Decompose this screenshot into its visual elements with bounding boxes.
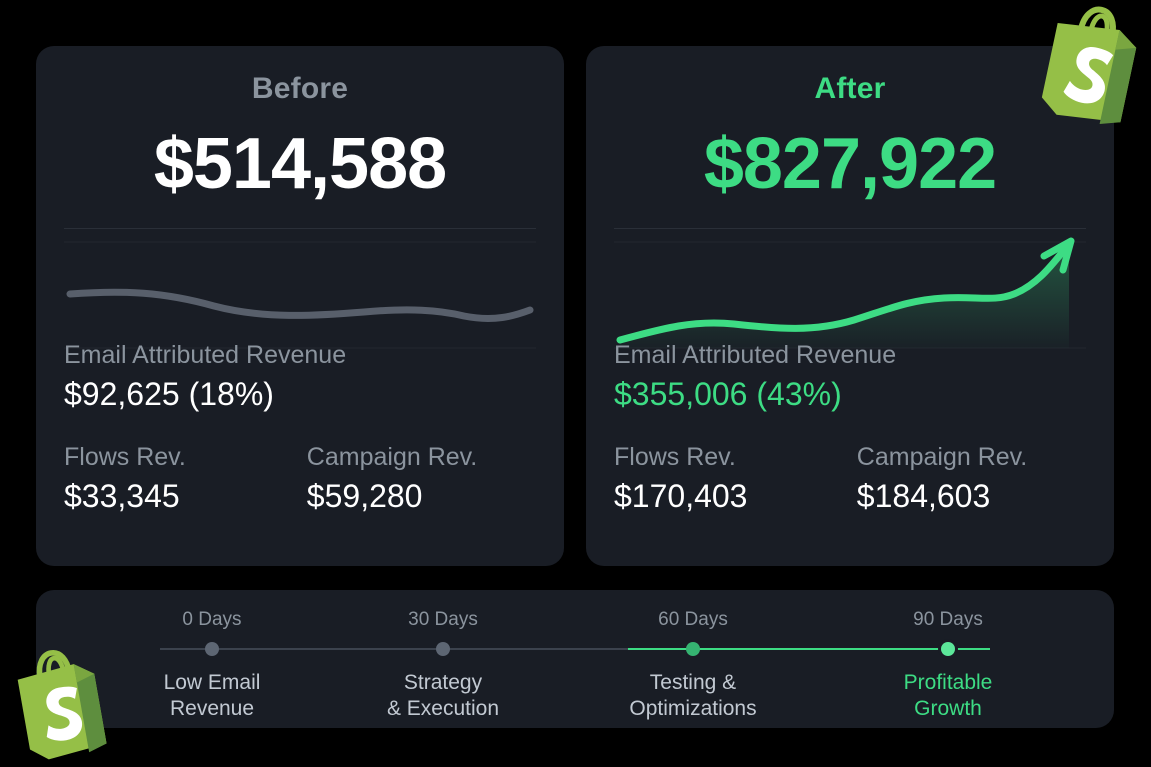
metric-value-flows: $170,403 — [614, 478, 748, 514]
card-title-before: Before — [251, 72, 349, 105]
timeline-days-3: 90 Days — [913, 609, 983, 630]
metric-value-campaign: $184,603 — [856, 478, 991, 514]
timeline-track — [160, 648, 990, 650]
metric-campaign-after: Campaign Rev. $184,603 — [857, 440, 1086, 518]
card-divider-before — [64, 228, 536, 229]
shopify-bag-icon — [1017, 0, 1151, 135]
timeline-caption-0: Low Email Revenue — [163, 671, 261, 720]
metrics-after: Email Attributed Revenue $355,006 (43%) … — [614, 338, 1086, 518]
card-after: After $827,922 — [586, 46, 1114, 566]
timeline-days-0: 0 Days — [182, 609, 242, 630]
metric-label-campaign: Campaign Rev. — [306, 443, 478, 471]
metric-columns-before: Flows Rev. $33,345 Campaign Rev. $59,280 — [64, 440, 536, 518]
card-title-after: After — [814, 72, 886, 105]
timeline-dot-2[interactable] — [686, 642, 700, 656]
metric-campaign-before: Campaign Rev. $59,280 — [307, 440, 536, 518]
metric-value-campaign: $59,280 — [306, 478, 423, 514]
card-hero-value-before: $514,588 — [153, 124, 447, 204]
metrics-before: Email Attributed Revenue $92,625 (18%) F… — [64, 338, 536, 518]
metric-value-flows: $33,345 — [64, 478, 180, 514]
metric-value-attributed: $92,625 (18%) — [64, 376, 274, 412]
sparkline-after — [614, 236, 1086, 364]
metric-value-attributed: $355,006 (43%) — [614, 376, 842, 412]
timeline-line-active — [628, 648, 990, 650]
comparison-cards: Before $514,588 Email Attributed Revenue… — [36, 46, 1114, 566]
timeline-dot-3[interactable] — [941, 642, 955, 656]
metric-flows-before: Flows Rev. $33,345 — [64, 440, 307, 518]
progress-timeline — [36, 590, 1114, 728]
timeline-caption-1: Strategy & Execution — [386, 671, 500, 720]
metric-attributed-after: Email Attributed Revenue $355,006 (43%) — [614, 338, 1086, 416]
card-before: Before $514,588 Email Attributed Revenue… — [36, 46, 564, 566]
timeline-caption-3: Profitable Growth — [903, 671, 993, 720]
timeline-days-1: 30 Days — [408, 609, 478, 630]
card-divider-after — [614, 228, 1086, 229]
timeline-dot-0[interactable] — [205, 642, 219, 656]
timeline-days-2: 60 Days — [658, 609, 728, 630]
timeline-caption-2: Testing & Optimizations — [629, 671, 757, 720]
timeline-dot-1[interactable] — [436, 642, 450, 656]
metric-flows-after: Flows Rev. $170,403 — [614, 440, 857, 518]
metric-attributed-before: Email Attributed Revenue $92,625 (18%) — [64, 338, 536, 416]
sparkline-before — [64, 236, 536, 364]
metric-label-flows: Flows Rev. — [64, 443, 186, 471]
timeline-line-inactive — [160, 648, 629, 650]
metric-label-attributed: Email Attributed Revenue — [64, 341, 347, 369]
metric-label-attributed: Email Attributed Revenue — [614, 341, 897, 369]
metric-label-campaign: Campaign Rev. — [856, 443, 1028, 471]
metric-label-flows: Flows Rev. — [614, 443, 736, 471]
card-hero-value-after: $827,922 — [703, 124, 997, 204]
metric-columns-after: Flows Rev. $170,403 Campaign Rev. $184,6… — [614, 440, 1086, 518]
shopify-bag-icon — [0, 637, 121, 767]
